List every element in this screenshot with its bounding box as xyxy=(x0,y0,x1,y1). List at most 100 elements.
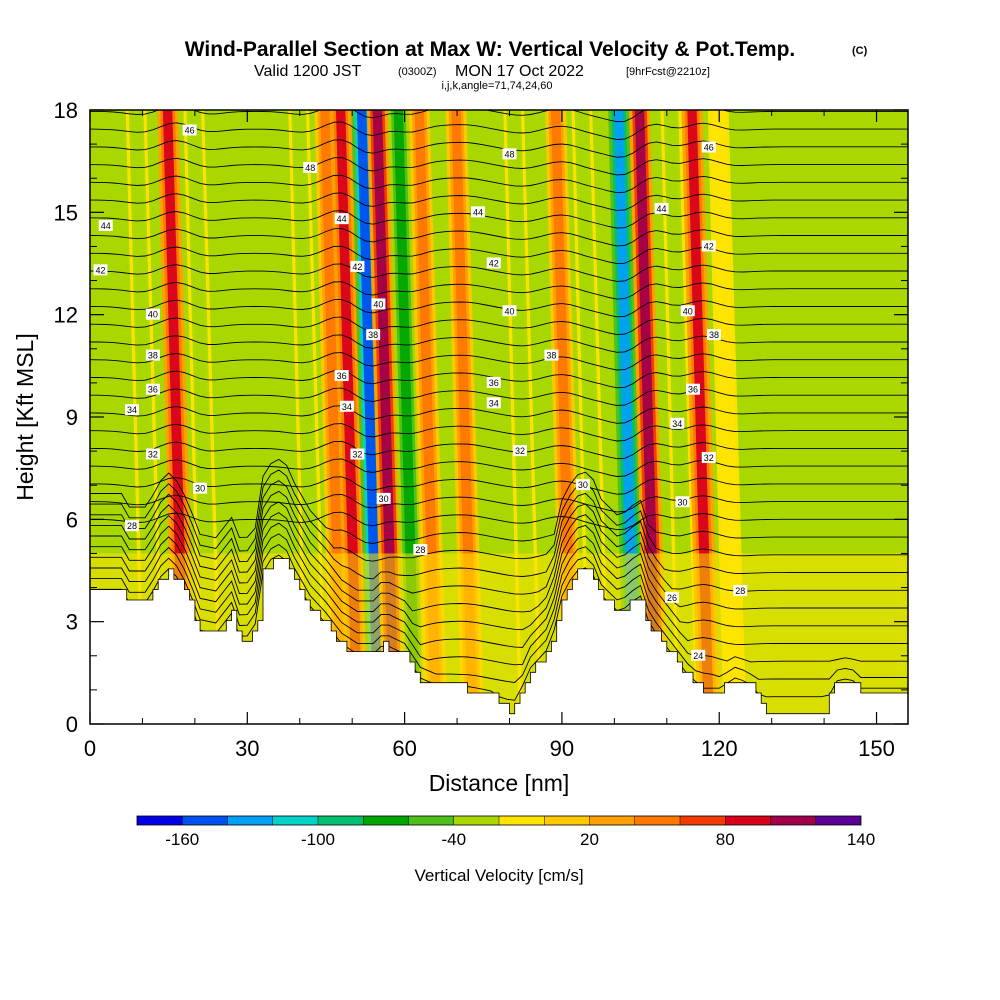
contour-label-text: 34 xyxy=(342,402,352,412)
chart-title-mark: (C) xyxy=(852,45,868,57)
contour-label-bg xyxy=(182,124,197,136)
contour-label-text: 28 xyxy=(415,545,425,555)
colorbar-swatch xyxy=(770,816,816,825)
x-tick-label: 0 xyxy=(84,736,96,761)
colorbar-swatch xyxy=(725,816,771,825)
theta-contour-line xyxy=(90,174,908,194)
contour-label-bg xyxy=(376,492,391,504)
contour-label-bg xyxy=(701,451,716,463)
contour-label-text: 30 xyxy=(379,494,389,504)
contour-label-bg xyxy=(686,383,701,395)
contour-label-bg xyxy=(733,584,748,596)
colorbar-tick-label: 20 xyxy=(580,830,599,849)
theta-contour-line xyxy=(90,157,908,176)
contour-label: 34 xyxy=(486,397,501,409)
colorbar-swatch xyxy=(544,816,590,825)
contour-label-bg xyxy=(339,400,354,412)
theta-contour-line xyxy=(90,192,908,211)
contour-label-text: 30 xyxy=(678,497,688,507)
contour-label-text: 38 xyxy=(546,351,556,361)
contour-label-bg xyxy=(124,404,139,416)
colorbar-swatch xyxy=(227,816,273,825)
x-tick-label: 60 xyxy=(392,736,416,761)
contour-label: 34 xyxy=(339,400,354,412)
theta-contour-line xyxy=(90,423,908,442)
contour-label-bg xyxy=(502,148,517,160)
contour-label: 28 xyxy=(124,520,139,532)
contour-label: 44 xyxy=(334,213,349,225)
theta-contour-line xyxy=(90,352,908,371)
contour-label-text: 40 xyxy=(373,299,383,309)
contour-label-bg xyxy=(350,448,365,460)
theta-contour-line xyxy=(90,458,908,544)
contour-label-bg xyxy=(334,370,349,382)
colorbar-tick-label: 80 xyxy=(716,830,735,849)
contour-label-text: 32 xyxy=(148,450,158,460)
contour-label-text: 38 xyxy=(709,330,719,340)
contour-label: 38 xyxy=(366,329,381,341)
contour-label: 32 xyxy=(145,448,160,460)
contour-label: 38 xyxy=(544,349,559,361)
subtitle-utc: (0300Z) xyxy=(398,66,437,78)
contour-label: 40 xyxy=(680,305,695,317)
contour-label: 38 xyxy=(706,329,721,341)
contour-label: 32 xyxy=(350,448,365,460)
contour-label-bg xyxy=(670,417,685,429)
contour-label: 48 xyxy=(303,161,318,173)
contour-label-text: 48 xyxy=(504,149,514,159)
contour-label-bg xyxy=(193,482,208,494)
contour-label-bg xyxy=(701,141,716,153)
theta-contour-line xyxy=(90,263,908,282)
contour-label: 24 xyxy=(691,649,706,661)
contour-label-text: 34 xyxy=(489,398,499,408)
contour-label-bg xyxy=(502,305,517,317)
contour-label-text: 40 xyxy=(148,310,158,320)
contour-label-text: 42 xyxy=(95,265,105,275)
contour-label-text: 36 xyxy=(688,385,698,395)
contour-label: 34 xyxy=(670,417,685,429)
x-axis-label: Distance [nm] xyxy=(429,770,570,796)
contour-label-text: 24 xyxy=(693,651,703,661)
theta-contour-line xyxy=(90,440,908,460)
contour-label: 44 xyxy=(654,202,669,214)
contour-label-text: 44 xyxy=(337,214,347,224)
contour-label-text: 34 xyxy=(672,419,682,429)
contour-label-text: 36 xyxy=(489,378,499,388)
colorbar-tick-label: 140 xyxy=(847,830,875,849)
theta-contour-line xyxy=(90,494,908,513)
contour-label-bg xyxy=(675,496,690,508)
contour-label-text: 40 xyxy=(683,306,693,316)
theta-contour-line xyxy=(90,458,908,477)
chart-subtitle: Valid 1200 JST (0300Z) MON 17 Oct 2022 [… xyxy=(254,63,710,80)
contour-label-text: 30 xyxy=(195,484,205,494)
theta-contour-line xyxy=(90,281,908,300)
y-tick-label: 15 xyxy=(54,200,78,225)
theta-contour-line xyxy=(90,121,908,140)
contour-label: 42 xyxy=(93,264,108,276)
contour-label: 36 xyxy=(486,376,501,388)
subtitle-forecast: [9hrFcst@2210z] xyxy=(626,66,710,78)
colorbar-swatch xyxy=(634,816,680,825)
colorbar-swatch xyxy=(272,816,318,825)
theta-contour-line xyxy=(90,512,908,631)
y-axis-label: Height [Kft MSL] xyxy=(12,333,38,500)
theta-contours xyxy=(90,110,908,701)
theta-contour-line xyxy=(90,469,908,562)
colorbar-swatch xyxy=(318,816,364,825)
contour-label-bg xyxy=(98,219,113,231)
contour-label: 42 xyxy=(350,260,365,272)
theta-contour-line xyxy=(90,387,908,406)
contour-label-bg xyxy=(512,445,527,457)
colorbar-tick-label: -100 xyxy=(301,830,335,849)
contour-label-text: 32 xyxy=(352,450,362,460)
contour-label: 28 xyxy=(413,544,428,556)
contour-label-bg xyxy=(366,329,381,341)
contour-label-bg xyxy=(706,329,721,341)
y-tick-label: 0 xyxy=(66,712,78,737)
contour-label-text: 42 xyxy=(352,262,362,272)
contour-label-bg xyxy=(691,649,706,661)
contour-labels: 46 48 48 46 44 44 44 44 42 42 42 42 40 40 40 40 38 38 38 38… xyxy=(93,124,748,661)
contour-label: 36 xyxy=(334,370,349,382)
theta-contour-line xyxy=(90,476,908,495)
